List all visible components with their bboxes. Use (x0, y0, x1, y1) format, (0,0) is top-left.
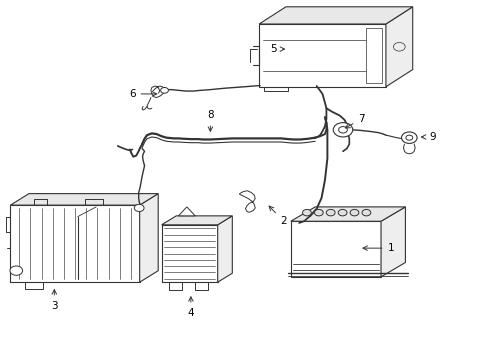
Circle shape (302, 210, 311, 216)
Polygon shape (178, 207, 195, 216)
Circle shape (349, 210, 358, 216)
Text: 7: 7 (345, 114, 364, 128)
Polygon shape (10, 194, 158, 205)
Polygon shape (217, 216, 232, 282)
Circle shape (405, 135, 412, 140)
Circle shape (338, 210, 346, 216)
Polygon shape (259, 7, 412, 24)
Text: 8: 8 (206, 111, 213, 131)
Circle shape (338, 127, 346, 133)
Polygon shape (140, 194, 158, 282)
Polygon shape (259, 24, 385, 87)
Text: 6: 6 (129, 89, 157, 99)
Text: 1: 1 (362, 243, 393, 253)
Polygon shape (380, 207, 405, 277)
Polygon shape (366, 28, 381, 83)
Circle shape (10, 266, 22, 275)
Circle shape (361, 210, 370, 216)
Polygon shape (161, 216, 232, 225)
Circle shape (393, 42, 405, 51)
Circle shape (325, 210, 334, 216)
Circle shape (401, 132, 416, 143)
Polygon shape (161, 225, 217, 282)
Text: 3: 3 (51, 290, 58, 311)
Text: 9: 9 (421, 132, 435, 142)
Polygon shape (10, 205, 140, 282)
Text: 5: 5 (270, 44, 284, 54)
Circle shape (134, 204, 144, 212)
Polygon shape (385, 7, 412, 87)
Polygon shape (290, 221, 380, 277)
Circle shape (332, 123, 352, 137)
Text: 4: 4 (187, 297, 194, 318)
Polygon shape (290, 207, 405, 221)
Text: 2: 2 (268, 206, 286, 226)
Circle shape (314, 210, 323, 216)
Circle shape (160, 87, 168, 93)
